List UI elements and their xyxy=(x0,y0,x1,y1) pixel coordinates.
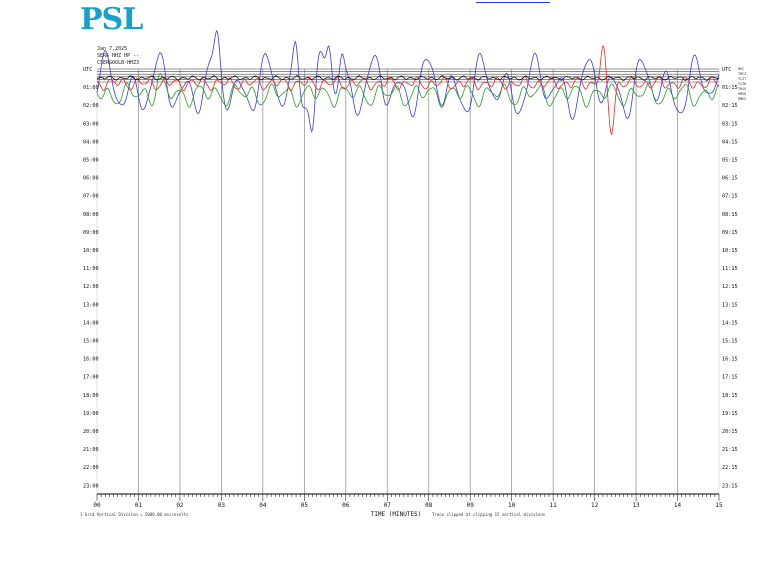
x-tick-label: 15 xyxy=(715,502,723,509)
right-hour-label: 02:15 xyxy=(722,103,738,109)
station-code-label: TRSG xyxy=(738,87,746,91)
left-hour-label: 12:00 xyxy=(83,284,99,290)
x-tick-label: 13 xyxy=(632,502,640,509)
station-code-label: RMSQ xyxy=(738,92,746,96)
seismic-trace-blue xyxy=(96,30,720,133)
left-hour-label: 09:00 xyxy=(83,230,99,236)
left-hour-label: 05:00 xyxy=(83,158,99,164)
left-hour-label: 15:00 xyxy=(83,339,99,345)
right-hour-label: 01:15 xyxy=(722,85,738,91)
left-hour-label: 02:00 xyxy=(83,103,99,109)
x-tick-label: 05 xyxy=(301,502,309,509)
station-code-label: TCZ6 xyxy=(738,82,746,86)
station-code-label: TMCZ xyxy=(738,72,746,76)
right-hour-label: 14:15 xyxy=(722,320,738,326)
left-hour-label: 21:00 xyxy=(83,447,99,453)
x-tick-label: 12 xyxy=(591,502,599,509)
left-hour-label: 03:00 xyxy=(83,121,99,127)
header-link-underline[interactable] xyxy=(476,0,550,3)
plot-frame xyxy=(96,68,720,495)
left-hour-label: 01:00 xyxy=(83,85,99,91)
station-label: SERG HHZ HP -- xyxy=(97,53,140,59)
x-tick-label: 11 xyxy=(550,502,558,509)
seismic-trace-black xyxy=(96,75,720,81)
right-hour-label: 19:15 xyxy=(722,411,738,417)
left-hour-label: 16:00 xyxy=(83,357,99,363)
date-label: Jan 7,2025 xyxy=(97,46,128,52)
seismic-trace-green xyxy=(96,72,720,108)
right-hour-label: 23:15 xyxy=(722,483,738,489)
left-hour-label: 23:00 xyxy=(83,483,99,489)
station-code-label: TCZT xyxy=(738,77,746,81)
left-hour-label: 11:00 xyxy=(83,266,99,272)
x-tick-label: 02 xyxy=(176,502,184,509)
left-hour-label: 17:00 xyxy=(83,375,99,381)
x-tick-label: 03 xyxy=(218,502,226,509)
right-hour-label: 11:15 xyxy=(722,266,738,272)
right-hour-label: 17:15 xyxy=(722,375,738,381)
right-hour-label: 07:15 xyxy=(722,194,738,200)
seismic-trace-red xyxy=(96,45,720,136)
x-tick-label: 01 xyxy=(135,502,143,509)
x-tick-label: 06 xyxy=(342,502,350,509)
left-hour-label: 19:00 xyxy=(83,411,99,417)
station-code-label: RMES xyxy=(738,97,746,101)
right-hour-label: 08:15 xyxy=(722,212,738,218)
left-hour-label: 08:00 xyxy=(83,212,99,218)
left-hour-label: 10:00 xyxy=(83,248,99,254)
left-hour-label: UTC xyxy=(83,67,92,73)
right-hour-label: 21:15 xyxy=(722,447,738,453)
right-hour-label: 22:15 xyxy=(722,465,738,471)
right-hour-label: 12:15 xyxy=(722,284,738,290)
left-hour-label: 20:00 xyxy=(83,429,99,435)
left-hour-label: 06:00 xyxy=(83,176,99,182)
x-tick-label: 07 xyxy=(384,502,392,509)
x-tick-label: 10 xyxy=(508,502,516,509)
left-hour-label: 13:00 xyxy=(83,302,99,308)
x-axis-note: Trace clipped at clipping 15 vertical di… xyxy=(432,512,546,517)
right-hour-label: 10:15 xyxy=(722,248,738,254)
left-hour-label: 18:00 xyxy=(83,393,99,399)
right-hour-label: 20:15 xyxy=(722,429,738,435)
right-hour-label: 15:15 xyxy=(722,339,738,345)
left-hour-label: 22:00 xyxy=(83,465,99,471)
x-tick-label: 09 xyxy=(467,502,475,509)
station-code-label: MSC xyxy=(738,67,744,71)
footnote: 1 Grid Vertical Division = 5000.00 micro… xyxy=(80,512,189,517)
right-hour-label: 16:15 xyxy=(722,357,738,363)
right-hour-label: 13:15 xyxy=(722,302,738,308)
right-hour-label: 05:15 xyxy=(722,158,738,164)
right-hour-label: 03:15 xyxy=(722,121,738,127)
left-hour-label: 14:00 xyxy=(83,320,99,326)
x-tick-label: 08 xyxy=(425,502,433,509)
left-hour-label: 07:00 xyxy=(83,194,99,200)
x-tick-label: 14 xyxy=(674,502,682,509)
right-hour-label: 18:15 xyxy=(722,393,738,399)
left-hour-label: 04:00 xyxy=(83,139,99,145)
right-hour-label: 04:15 xyxy=(722,139,738,145)
x-axis-label: TIME (MINUTES) xyxy=(371,511,422,518)
psl-logo: PSL xyxy=(80,2,143,37)
x-tick-label: 04 xyxy=(259,502,267,509)
right-hour-label: 09:15 xyxy=(722,230,738,236)
x-tick-label: 00 xyxy=(93,502,101,509)
right-hour-label: UTC xyxy=(722,67,731,73)
channel-label: CSERGOOLB-HHZ3 xyxy=(97,60,140,66)
right-hour-label: 06:15 xyxy=(722,176,738,182)
